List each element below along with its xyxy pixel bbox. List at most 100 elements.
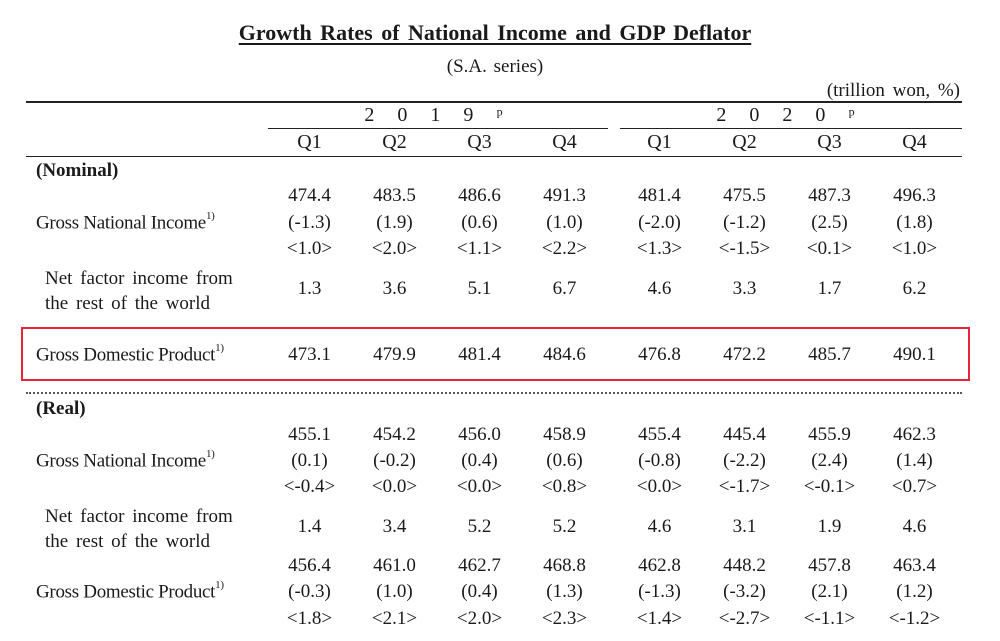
real-gni-value: 456.0 bbox=[458, 424, 501, 445]
real-nfi-value: 3.1 bbox=[732, 516, 757, 537]
nominal-gni-value: 486.6 bbox=[458, 185, 501, 206]
real-nfi-label: Net factor income from the rest of the wo… bbox=[45, 506, 233, 552]
real-gdp-value: 462.8 bbox=[638, 555, 681, 576]
real-gni-growth: (-0.8) bbox=[638, 450, 681, 471]
real-gdp-yoy: <-1.1> bbox=[803, 608, 856, 629]
real-section-header: (Real) bbox=[36, 398, 86, 419]
real-gdp-yoy: <1.8> bbox=[286, 608, 333, 629]
real-gni-value: 455.9 bbox=[808, 424, 851, 445]
real-gni-growth: (-2.2) bbox=[723, 450, 766, 471]
real-gdp-value: 448.2 bbox=[723, 555, 766, 576]
real-gdp-growth: (-0.3) bbox=[288, 581, 331, 602]
real-gni-value: 455.1 bbox=[288, 424, 331, 445]
nominal-gni-value: 496.3 bbox=[893, 185, 936, 206]
real-gdp-value: 457.8 bbox=[808, 555, 851, 576]
real-nfi-value: 1.4 bbox=[297, 516, 322, 537]
nominal-gdp-value: 473.1 bbox=[288, 344, 331, 365]
nominal-gni-growth: (0.6) bbox=[461, 212, 498, 233]
nominal-gni-value: 487.3 bbox=[808, 185, 851, 206]
real-nfi-value: 5.2 bbox=[552, 516, 577, 537]
real-gni-yoy: <-0.1> bbox=[803, 476, 856, 497]
real-gni-yoy: <0.0> bbox=[456, 476, 503, 497]
real-nfi-value: 4.6 bbox=[902, 516, 927, 537]
nominal-gni-yoy: <2.0> bbox=[371, 238, 418, 259]
nominal-gni-value: 483.5 bbox=[373, 185, 416, 206]
nominal-gni-growth: (1.8) bbox=[896, 212, 933, 233]
nominal-nfi-value: 6.2 bbox=[902, 278, 927, 299]
nominal-gdp-value: 481.4 bbox=[458, 344, 501, 365]
real-nfi-value: 5.2 bbox=[467, 516, 492, 537]
nominal-gni-value: 475.5 bbox=[723, 185, 766, 206]
real-gni-growth: (0.6) bbox=[546, 450, 583, 471]
quarter-header: Q1 bbox=[647, 131, 672, 153]
quarter-header: Q2 bbox=[732, 131, 757, 153]
real-gni-yoy: <0.0> bbox=[371, 476, 418, 497]
table-title: Growth Rates of National Income and GDP … bbox=[238, 20, 752, 45]
nominal-gni-yoy: <1.0> bbox=[891, 238, 938, 259]
real-gdp-value: 462.7 bbox=[458, 555, 501, 576]
nominal-gdp-value: 490.1 bbox=[893, 344, 936, 365]
nominal-gni-value: 481.4 bbox=[638, 185, 681, 206]
real-gni-growth: (-0.2) bbox=[373, 450, 416, 471]
nominal-gni-growth: (-1.2) bbox=[723, 212, 766, 233]
nominal-gdp-value: 472.2 bbox=[723, 344, 766, 365]
real-gdp-yoy: <1.4> bbox=[636, 608, 683, 629]
nominal-nfi-value: 6.7 bbox=[552, 278, 577, 299]
unit-note: (trillion won, %) bbox=[826, 80, 960, 101]
real-nfi-value: 4.6 bbox=[647, 516, 672, 537]
nominal-nfi-value: 3.3 bbox=[732, 278, 757, 299]
nominal-gdp-value: 479.9 bbox=[373, 344, 416, 365]
real-gni-yoy: <-0.4> bbox=[283, 476, 336, 497]
real-gni-yoy: <0.7> bbox=[891, 476, 938, 497]
nominal-gdp-value: 484.6 bbox=[543, 344, 586, 365]
quarter-header: Q1 bbox=[297, 131, 322, 153]
highlight-box bbox=[21, 327, 970, 381]
real-gni-label: Gross National Income1) bbox=[36, 448, 215, 472]
real-gni-value: 454.2 bbox=[373, 424, 416, 445]
quarter-header: Q4 bbox=[552, 131, 577, 153]
real-gdp-label: Gross Domestic Product1) bbox=[36, 579, 224, 603]
nominal-gni-value: 474.4 bbox=[288, 185, 331, 206]
nominal-gni-yoy: <1.0> bbox=[286, 238, 333, 259]
real-gdp-value: 456.4 bbox=[288, 555, 331, 576]
header-rule bbox=[26, 156, 962, 157]
real-gdp-yoy: <-1.2> bbox=[888, 608, 941, 629]
year-rule-2019 bbox=[268, 128, 608, 129]
real-gdp-growth: (0.4) bbox=[461, 581, 498, 602]
section-divider bbox=[26, 392, 962, 394]
real-gni-value: 445.4 bbox=[723, 424, 766, 445]
nominal-gni-growth: (-1.3) bbox=[288, 212, 331, 233]
nominal-gdp-value: 485.7 bbox=[808, 344, 851, 365]
real-gni-value: 458.9 bbox=[543, 424, 586, 445]
nominal-gni-yoy: <0.1> bbox=[806, 238, 853, 259]
real-gdp-yoy: <2.3> bbox=[541, 608, 588, 629]
real-gni-growth: (0.4) bbox=[461, 450, 498, 471]
real-gdp-growth: (-3.2) bbox=[723, 581, 766, 602]
real-gdp-value: 468.8 bbox=[543, 555, 586, 576]
nominal-nfi-value: 5.1 bbox=[467, 278, 492, 299]
nominal-gni-yoy: <1.3> bbox=[636, 238, 683, 259]
nominal-gni-growth: (1.9) bbox=[376, 212, 413, 233]
real-gdp-growth: (1.2) bbox=[896, 581, 933, 602]
table-subtitle: (S.A. series) bbox=[446, 56, 544, 77]
nominal-gdp-label: Gross Domestic Product1) bbox=[36, 342, 224, 366]
nominal-section-header: (Nominal) bbox=[36, 160, 119, 181]
nominal-gni-growth: (2.5) bbox=[811, 212, 848, 233]
nominal-gdp-value: 476.8 bbox=[638, 344, 681, 365]
real-gni-growth: (0.1) bbox=[291, 450, 328, 471]
year-rule-2020 bbox=[620, 128, 962, 129]
year-2019-header: 2 0 1 9 ᵖ bbox=[364, 104, 512, 126]
real-gni-value: 455.4 bbox=[638, 424, 681, 445]
nominal-nfi-value: 1.7 bbox=[817, 278, 842, 299]
real-gni-value: 462.3 bbox=[893, 424, 936, 445]
nominal-nfi-value: 1.3 bbox=[297, 278, 322, 299]
real-gdp-growth: (2.1) bbox=[811, 581, 848, 602]
nominal-gni-growth: (1.0) bbox=[546, 212, 583, 233]
top-rule bbox=[26, 101, 962, 103]
real-gni-yoy: <0.0> bbox=[636, 476, 683, 497]
nominal-gni-value: 491.3 bbox=[543, 185, 586, 206]
real-gdp-value: 461.0 bbox=[373, 555, 416, 576]
real-nfi-value: 3.4 bbox=[382, 516, 407, 537]
nominal-nfi-label: Net factor income from the rest of the wo… bbox=[45, 268, 233, 314]
quarter-header: Q3 bbox=[817, 131, 842, 153]
